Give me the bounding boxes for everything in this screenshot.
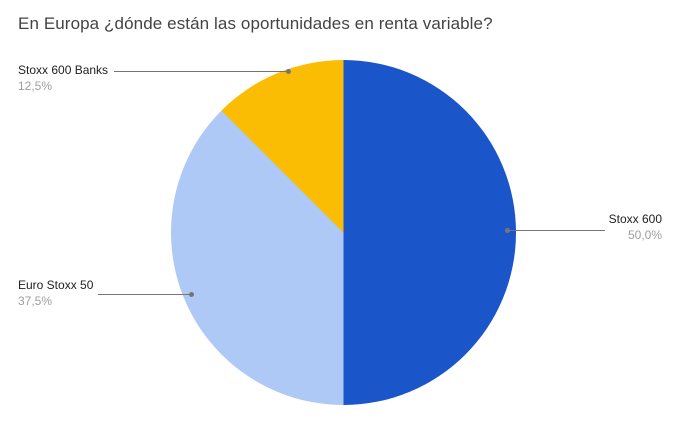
callout-stoxx-600: Stoxx 600 50,0% — [609, 213, 662, 241]
chart-title: En Europa ¿dónde están las oportunidades… — [18, 14, 493, 33]
pie — [171, 60, 516, 405]
callout-dot-stoxx-600 — [505, 228, 510, 233]
slice-percent-stoxx-600-banks: 12,5% — [18, 79, 53, 93]
callout-dot-stoxx-600-banks — [286, 69, 291, 74]
slice-percent-euro-stoxx-50: 37,5% — [18, 294, 53, 308]
callout-line-euro-stoxx-50 — [98, 294, 191, 295]
callout-stoxx-600-banks: Stoxx 600 Banks 12,5% — [18, 64, 108, 92]
callout-euro-stoxx-50: Euro Stoxx 50 37,5% — [18, 279, 93, 307]
slice-label-stoxx-600: Stoxx 600 — [608, 212, 662, 226]
slice-label-stoxx-600-banks: Stoxx 600 Banks — [18, 63, 109, 77]
slice-label-euro-stoxx-50: Euro Stoxx 50 — [18, 278, 94, 292]
callout-line-stoxx-600 — [509, 230, 605, 231]
slice-percent-stoxx-600: 50,0% — [627, 228, 662, 242]
callout-line-stoxx-600-banks — [114, 71, 287, 72]
callout-dot-euro-stoxx-50 — [189, 292, 194, 297]
